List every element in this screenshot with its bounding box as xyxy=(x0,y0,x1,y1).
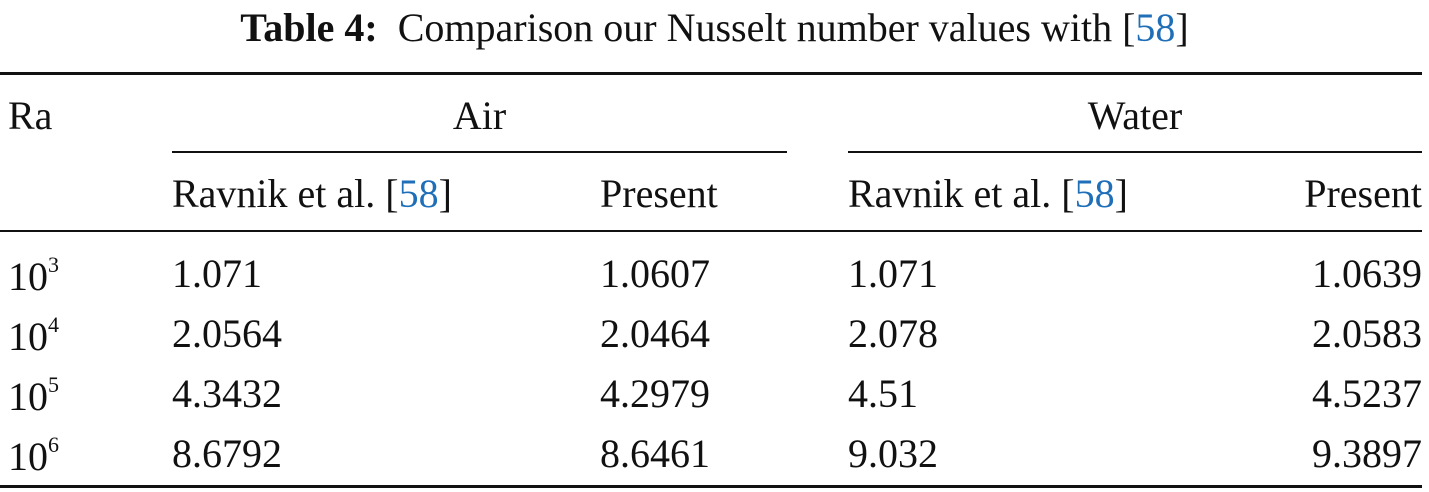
group-rule xyxy=(172,151,787,153)
caption: Table 4: Comparison our Nusselt number v… xyxy=(0,8,1429,48)
value-cell: 8.6461 xyxy=(600,431,710,476)
value-cell: 1.071 xyxy=(848,251,938,296)
mid-rule xyxy=(0,230,1422,232)
value-cell: 4.3432 xyxy=(172,371,282,416)
value-cell: 1.071 xyxy=(172,251,262,296)
value-cell: 4.5237 xyxy=(1312,371,1422,416)
ra-exponent: 5 xyxy=(48,372,59,397)
subheader-text: Ravnik et al. [ xyxy=(848,171,1075,216)
subheader-text: Ravnik et al. [ xyxy=(172,171,399,216)
ra-base: 10 xyxy=(8,314,48,359)
subheader-text: ] xyxy=(438,171,452,216)
value-cell: 2.0583 xyxy=(1312,311,1422,356)
ra-cell: 103 xyxy=(8,254,59,297)
ra-cell: 104 xyxy=(8,314,59,357)
subheader-text: ] xyxy=(1114,171,1128,216)
value-cell: 1.0639 xyxy=(1312,251,1422,296)
caption-text: ] xyxy=(1175,5,1189,50)
ra-exponent: 6 xyxy=(48,432,59,457)
subheader: Present xyxy=(600,171,718,216)
value-cell: 9.032 xyxy=(848,431,938,476)
value-cell: 2.0564 xyxy=(172,311,282,356)
ra-base: 10 xyxy=(8,254,48,299)
ra-base: 10 xyxy=(8,374,48,419)
ra-cell: 105 xyxy=(8,374,59,417)
subheader: Present xyxy=(1304,171,1422,216)
value-cell: 2.078 xyxy=(848,311,938,356)
citation[interactable]: 58 xyxy=(1074,171,1115,216)
subheader: Ravnik et al. [58] xyxy=(172,174,452,214)
group-rule xyxy=(848,151,1422,153)
group-header: Water xyxy=(1087,93,1183,138)
ra-base: 10 xyxy=(8,434,48,479)
citation[interactable]: 58 xyxy=(398,171,439,216)
caption-label: Table 4: xyxy=(240,5,378,50)
citation[interactable]: 58 xyxy=(1135,5,1176,50)
caption-text: Comparison our Nusselt number values wit… xyxy=(397,5,1136,50)
top-rule xyxy=(0,72,1422,75)
value-cell: 2.0464 xyxy=(600,311,710,356)
value-cell: 1.0607 xyxy=(600,251,710,296)
ra-exponent: 4 xyxy=(48,312,59,337)
ra-cell: 106 xyxy=(8,434,59,477)
ra-exponent: 3 xyxy=(48,252,59,277)
value-cell: 4.2979 xyxy=(600,371,710,416)
group-header: Air xyxy=(452,93,507,138)
bottom-rule xyxy=(0,485,1422,488)
value-cell: 9.3897 xyxy=(1312,431,1422,476)
value-cell: 8.6792 xyxy=(172,431,282,476)
header-ra: Ra xyxy=(8,93,53,138)
value-cell: 4.51 xyxy=(848,371,918,416)
subheader: Ravnik et al. [58] xyxy=(848,174,1128,214)
